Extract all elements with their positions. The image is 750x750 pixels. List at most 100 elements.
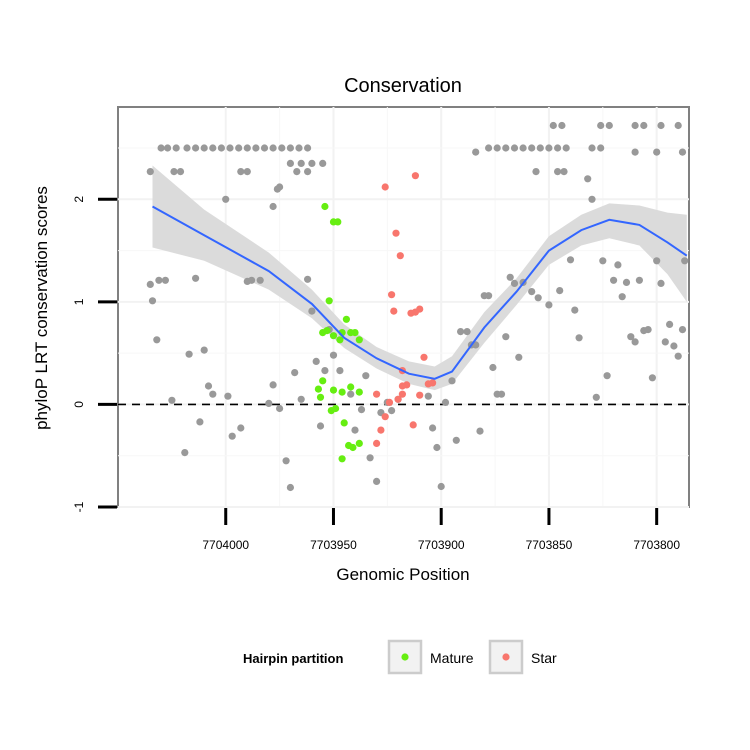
other-point <box>157 144 165 152</box>
x-tick-label: 7703900 <box>418 538 465 552</box>
other-point <box>510 144 519 152</box>
other-point <box>265 399 273 407</box>
other-point <box>463 328 471 336</box>
other-point <box>674 121 682 130</box>
star-point <box>416 391 424 399</box>
y-tick-label: 0 <box>72 401 86 408</box>
x-axis-title: Genomic Position <box>336 565 469 584</box>
smooth-line <box>152 205 688 380</box>
other-point <box>635 276 644 284</box>
legend-label-mature: Mature <box>430 650 474 666</box>
other-point <box>273 185 281 193</box>
other-point <box>437 482 445 491</box>
star-point <box>388 291 396 299</box>
other-point <box>276 404 284 413</box>
mature-point <box>340 419 348 427</box>
other-point <box>336 367 344 375</box>
other-point <box>252 144 260 152</box>
other-point <box>476 427 484 435</box>
other-point <box>291 369 299 377</box>
other-point <box>321 367 329 375</box>
y-tick-label: -1 <box>72 501 86 512</box>
other-point <box>243 144 251 152</box>
other-point <box>678 326 687 334</box>
mature-point <box>321 202 329 211</box>
other-point <box>429 424 437 432</box>
star-point <box>385 398 394 406</box>
other-point <box>657 279 665 287</box>
other-point <box>269 381 277 389</box>
other-point <box>441 398 450 406</box>
other-point <box>519 144 527 152</box>
other-point <box>237 168 245 176</box>
star-point <box>409 421 417 429</box>
other-point <box>295 144 303 152</box>
other-point <box>286 159 294 167</box>
other-point <box>584 175 592 183</box>
mature-point <box>338 455 346 463</box>
star-point <box>377 426 385 434</box>
other-point <box>172 144 180 152</box>
mature-point <box>316 393 325 401</box>
other-point <box>657 121 665 130</box>
other-point <box>170 168 178 176</box>
other-point <box>603 372 611 380</box>
mature-point <box>325 297 333 305</box>
other-point <box>681 257 689 265</box>
mature-point <box>319 377 327 385</box>
other-point <box>558 121 566 130</box>
legend-title: Hairpin partition <box>243 651 343 666</box>
mature-point <box>347 329 355 337</box>
other-point <box>566 256 575 264</box>
other-point <box>510 279 519 287</box>
other-point <box>631 121 639 130</box>
other-point <box>610 276 618 284</box>
other-point <box>351 426 359 434</box>
other-point <box>347 390 355 398</box>
other-point <box>653 257 661 265</box>
other-point <box>653 148 661 156</box>
other-point <box>235 144 243 152</box>
other-point <box>357 406 366 414</box>
other-point <box>648 374 657 382</box>
star-point <box>394 395 402 403</box>
star-point <box>390 307 398 315</box>
other-point <box>618 293 626 301</box>
other-point <box>472 148 480 156</box>
other-point <box>228 432 236 440</box>
other-point <box>485 144 493 152</box>
other-point <box>217 144 225 152</box>
mature-point <box>342 315 350 323</box>
other-point <box>532 168 540 176</box>
mature-point <box>332 404 340 413</box>
mature-point <box>349 443 357 452</box>
other-point <box>146 280 154 288</box>
legend: Hairpin partition Mature Star <box>243 639 557 675</box>
star-point <box>396 252 404 260</box>
other-point <box>536 144 544 152</box>
other-point <box>286 144 294 152</box>
other-point <box>670 342 678 350</box>
smooth-curve <box>152 205 688 380</box>
other-point <box>256 276 264 284</box>
data-points <box>146 121 689 492</box>
other-point <box>304 275 312 283</box>
other-point <box>366 454 374 462</box>
y-tick-label: 1 <box>72 298 86 305</box>
other-point <box>556 287 564 295</box>
star-point <box>398 390 406 398</box>
other-point <box>614 261 622 269</box>
other-point <box>588 195 596 203</box>
other-point <box>226 144 234 152</box>
other-point <box>534 294 542 302</box>
other-point <box>204 382 213 390</box>
other-point <box>631 148 639 156</box>
other-point <box>312 357 320 365</box>
other-point <box>373 477 381 485</box>
chart-title: Conservation <box>344 75 462 97</box>
other-point <box>528 288 536 296</box>
legend-swatch-star <box>502 653 510 661</box>
mature-point <box>355 388 363 396</box>
other-point <box>640 121 648 130</box>
